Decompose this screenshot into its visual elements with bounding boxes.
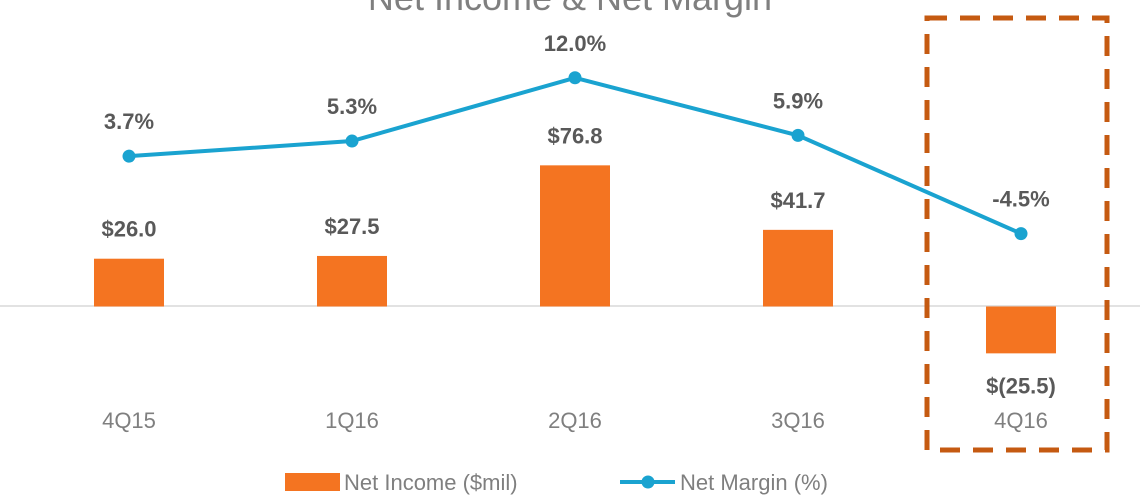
- line-point: [345, 134, 359, 148]
- line-point: [1014, 227, 1028, 241]
- x-tick-label: 2Q16: [548, 408, 602, 433]
- legend-label: Net Margin (%): [680, 470, 828, 495]
- x-tick-label: 4Q16: [994, 408, 1048, 433]
- data-label: 3.7%: [104, 109, 154, 134]
- bar: [540, 165, 610, 307]
- highlight-box: [924, 15, 1110, 453]
- data-label: 5.3%: [327, 94, 377, 119]
- bar: [317, 255, 387, 307]
- bar: [986, 306, 1056, 354]
- data-label: 5.9%: [773, 88, 823, 113]
- data-label: -4.5%: [992, 187, 1049, 212]
- x-tick-label: 4Q15: [102, 408, 156, 433]
- data-label: $27.5: [324, 214, 379, 239]
- legend-swatch: [285, 473, 340, 491]
- chart-title: Net Income & Net Margin: [368, 0, 772, 18]
- data-label: $(25.5): [986, 373, 1056, 398]
- bar: [763, 229, 833, 307]
- data-label: $41.7: [770, 188, 825, 213]
- x-tick-label: 1Q16: [325, 408, 379, 433]
- legend-label: Net Income ($mil): [344, 470, 518, 495]
- data-label: $26.0: [101, 217, 156, 242]
- data-label: 12.0%: [544, 31, 606, 56]
- legend-swatch: [641, 475, 655, 489]
- line-point: [122, 149, 136, 163]
- data-label: $76.8: [547, 123, 602, 148]
- line-point: [568, 71, 582, 85]
- bar: [94, 258, 164, 307]
- line-point: [791, 128, 805, 142]
- x-tick-label: 3Q16: [771, 408, 825, 433]
